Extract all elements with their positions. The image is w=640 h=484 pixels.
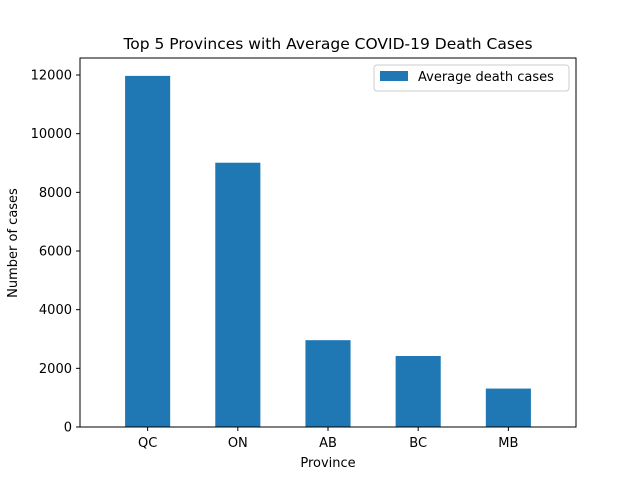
y-tick-label: 2000 xyxy=(39,362,72,377)
y-tick-label: 0 xyxy=(64,421,72,436)
bar-on xyxy=(215,162,261,427)
plot-frame xyxy=(79,57,577,428)
x-axis: QC ON AB BC MB xyxy=(138,427,518,451)
y-tick-label: 8000 xyxy=(39,186,72,201)
legend-swatch xyxy=(380,71,408,81)
legend: Average death cases xyxy=(373,64,570,92)
legend-frame xyxy=(373,64,570,92)
bar-qc xyxy=(125,75,171,427)
x-axis-label: Province xyxy=(300,456,355,471)
y-tick-label: 10000 xyxy=(31,127,72,142)
bar-bc xyxy=(395,356,441,427)
y-axis-label: Number of cases xyxy=(6,188,21,298)
x-tick-label: MB xyxy=(498,436,518,451)
bars xyxy=(125,75,531,427)
bar-mb xyxy=(485,388,531,427)
x-tick-label: AB xyxy=(319,436,337,451)
y-tick-label: 4000 xyxy=(39,303,72,318)
legend-label: Average death cases xyxy=(418,70,554,85)
x-tick-label: QC xyxy=(138,436,157,451)
y-tick-label: 12000 xyxy=(31,69,72,84)
bar-ab xyxy=(305,340,351,427)
y-axis: 0 2000 4000 6000 8000 10000 12000 xyxy=(31,69,80,436)
x-tick-label: BC xyxy=(409,436,427,451)
y-tick-label: 6000 xyxy=(39,245,72,260)
x-tick-label: ON xyxy=(228,436,248,451)
chart-title: Top 5 Provinces with Average COVID-19 De… xyxy=(122,35,532,53)
